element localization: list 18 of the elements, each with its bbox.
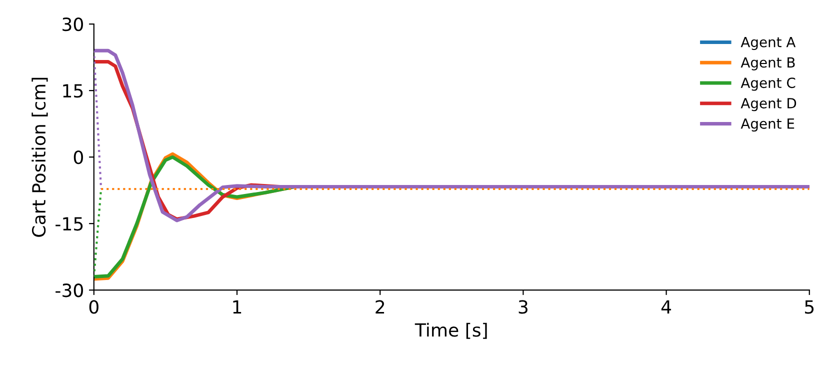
y-tick-label: 0 [74,150,83,164]
y-tick-label: -15 [56,217,83,231]
y-axis-title: Cart Position [cm] [32,78,48,237]
y-tick-label: -30 [56,284,83,298]
x-tick-label: 4 [661,300,672,314]
x-axis-title: Time [s] [414,322,487,339]
legend-label: Agent A [740,36,796,50]
legend-label: Agent D [740,98,796,112]
legend-label: Agent B [740,57,795,70]
x-tick-label: 5 [805,300,814,314]
legend-label: Agent E [740,118,794,132]
x-tick-label: 0 [89,300,98,314]
y-tick-label: 30 [62,18,83,32]
legend-label: Agent C [740,78,796,91]
x-tick-label: 1 [233,300,242,314]
x-tick-label: 2 [376,300,384,314]
x-tick-label: 3 [518,300,528,314]
y-tick-label: 15 [63,84,83,98]
